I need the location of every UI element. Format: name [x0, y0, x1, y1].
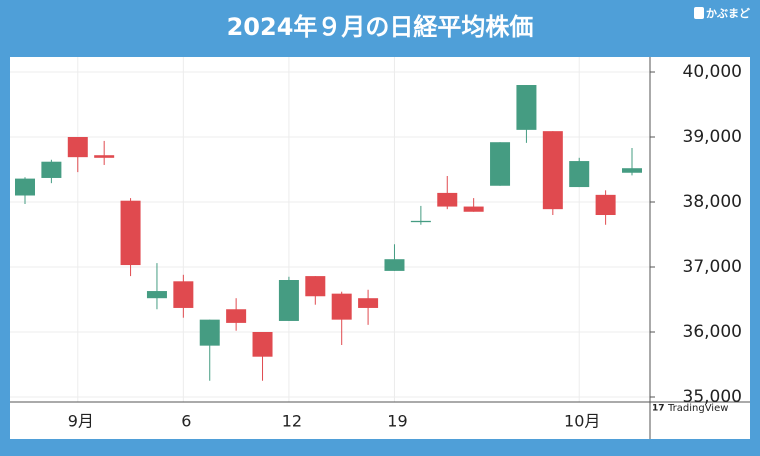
- y-tick-label: 35,000: [683, 387, 742, 407]
- y-tick-label: 39,000: [683, 127, 742, 147]
- watermark: TradingView: [667, 403, 728, 414]
- x-tick-label: 19: [387, 412, 407, 431]
- x-tick-label: 9月: [68, 412, 94, 431]
- candle-body: [516, 85, 537, 130]
- candle-body: [622, 168, 642, 173]
- candle-body: [384, 259, 405, 271]
- candle-body: [278, 280, 299, 321]
- y-tick-label: 40,000: [683, 62, 742, 82]
- candle-body: [173, 281, 194, 308]
- candle-body: [437, 192, 458, 207]
- logo-icon: [694, 7, 704, 19]
- candle-body: [463, 206, 484, 212]
- candle-body: [490, 142, 511, 186]
- candle-body: [595, 194, 616, 216]
- y-tick-label: 38,000: [683, 192, 742, 212]
- x-tick-label: 10月: [564, 412, 600, 431]
- chart-title: 2024年９月の日経平均株価: [227, 13, 534, 41]
- y-tick-label: 37,000: [683, 257, 742, 277]
- candle-body: [542, 131, 563, 210]
- candle-body: [305, 276, 326, 297]
- candle-body: [120, 200, 141, 266]
- candle-body: [226, 309, 247, 323]
- candle-body: [15, 178, 35, 196]
- y-tick-label: 36,000: [683, 322, 742, 342]
- watermark-icon: 17: [652, 404, 665, 414]
- logo: かぶまど: [706, 7, 750, 20]
- x-tick-label: 6: [181, 412, 191, 431]
- candle-body: [358, 298, 379, 308]
- candle-body: [331, 293, 352, 320]
- candle-body: [94, 155, 115, 158]
- candle-body: [146, 291, 167, 299]
- candle-body: [67, 137, 88, 158]
- candle-body: [199, 319, 220, 346]
- candle-body: [410, 220, 431, 223]
- candle-body: [569, 161, 590, 188]
- x-tick-label: 12: [282, 412, 302, 431]
- candle-body: [252, 331, 273, 357]
- candle-body: [41, 161, 62, 178]
